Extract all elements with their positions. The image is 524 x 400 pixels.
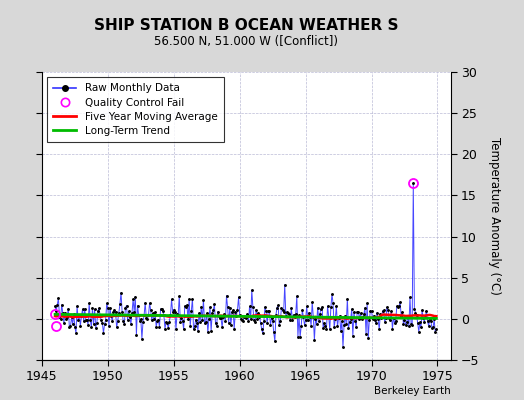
Legend: Raw Monthly Data, Quality Control Fail, Five Year Moving Average, Long-Term Tren: Raw Monthly Data, Quality Control Fail, … — [47, 77, 224, 142]
Text: SHIP STATION B OCEAN WEATHER S: SHIP STATION B OCEAN WEATHER S — [94, 18, 399, 34]
Text: Berkeley Earth: Berkeley Earth — [374, 386, 451, 396]
Y-axis label: Temperature Anomaly (°C): Temperature Anomaly (°C) — [488, 137, 501, 295]
Text: 56.500 N, 51.000 W ([Conflict]): 56.500 N, 51.000 W ([Conflict]) — [154, 36, 339, 48]
